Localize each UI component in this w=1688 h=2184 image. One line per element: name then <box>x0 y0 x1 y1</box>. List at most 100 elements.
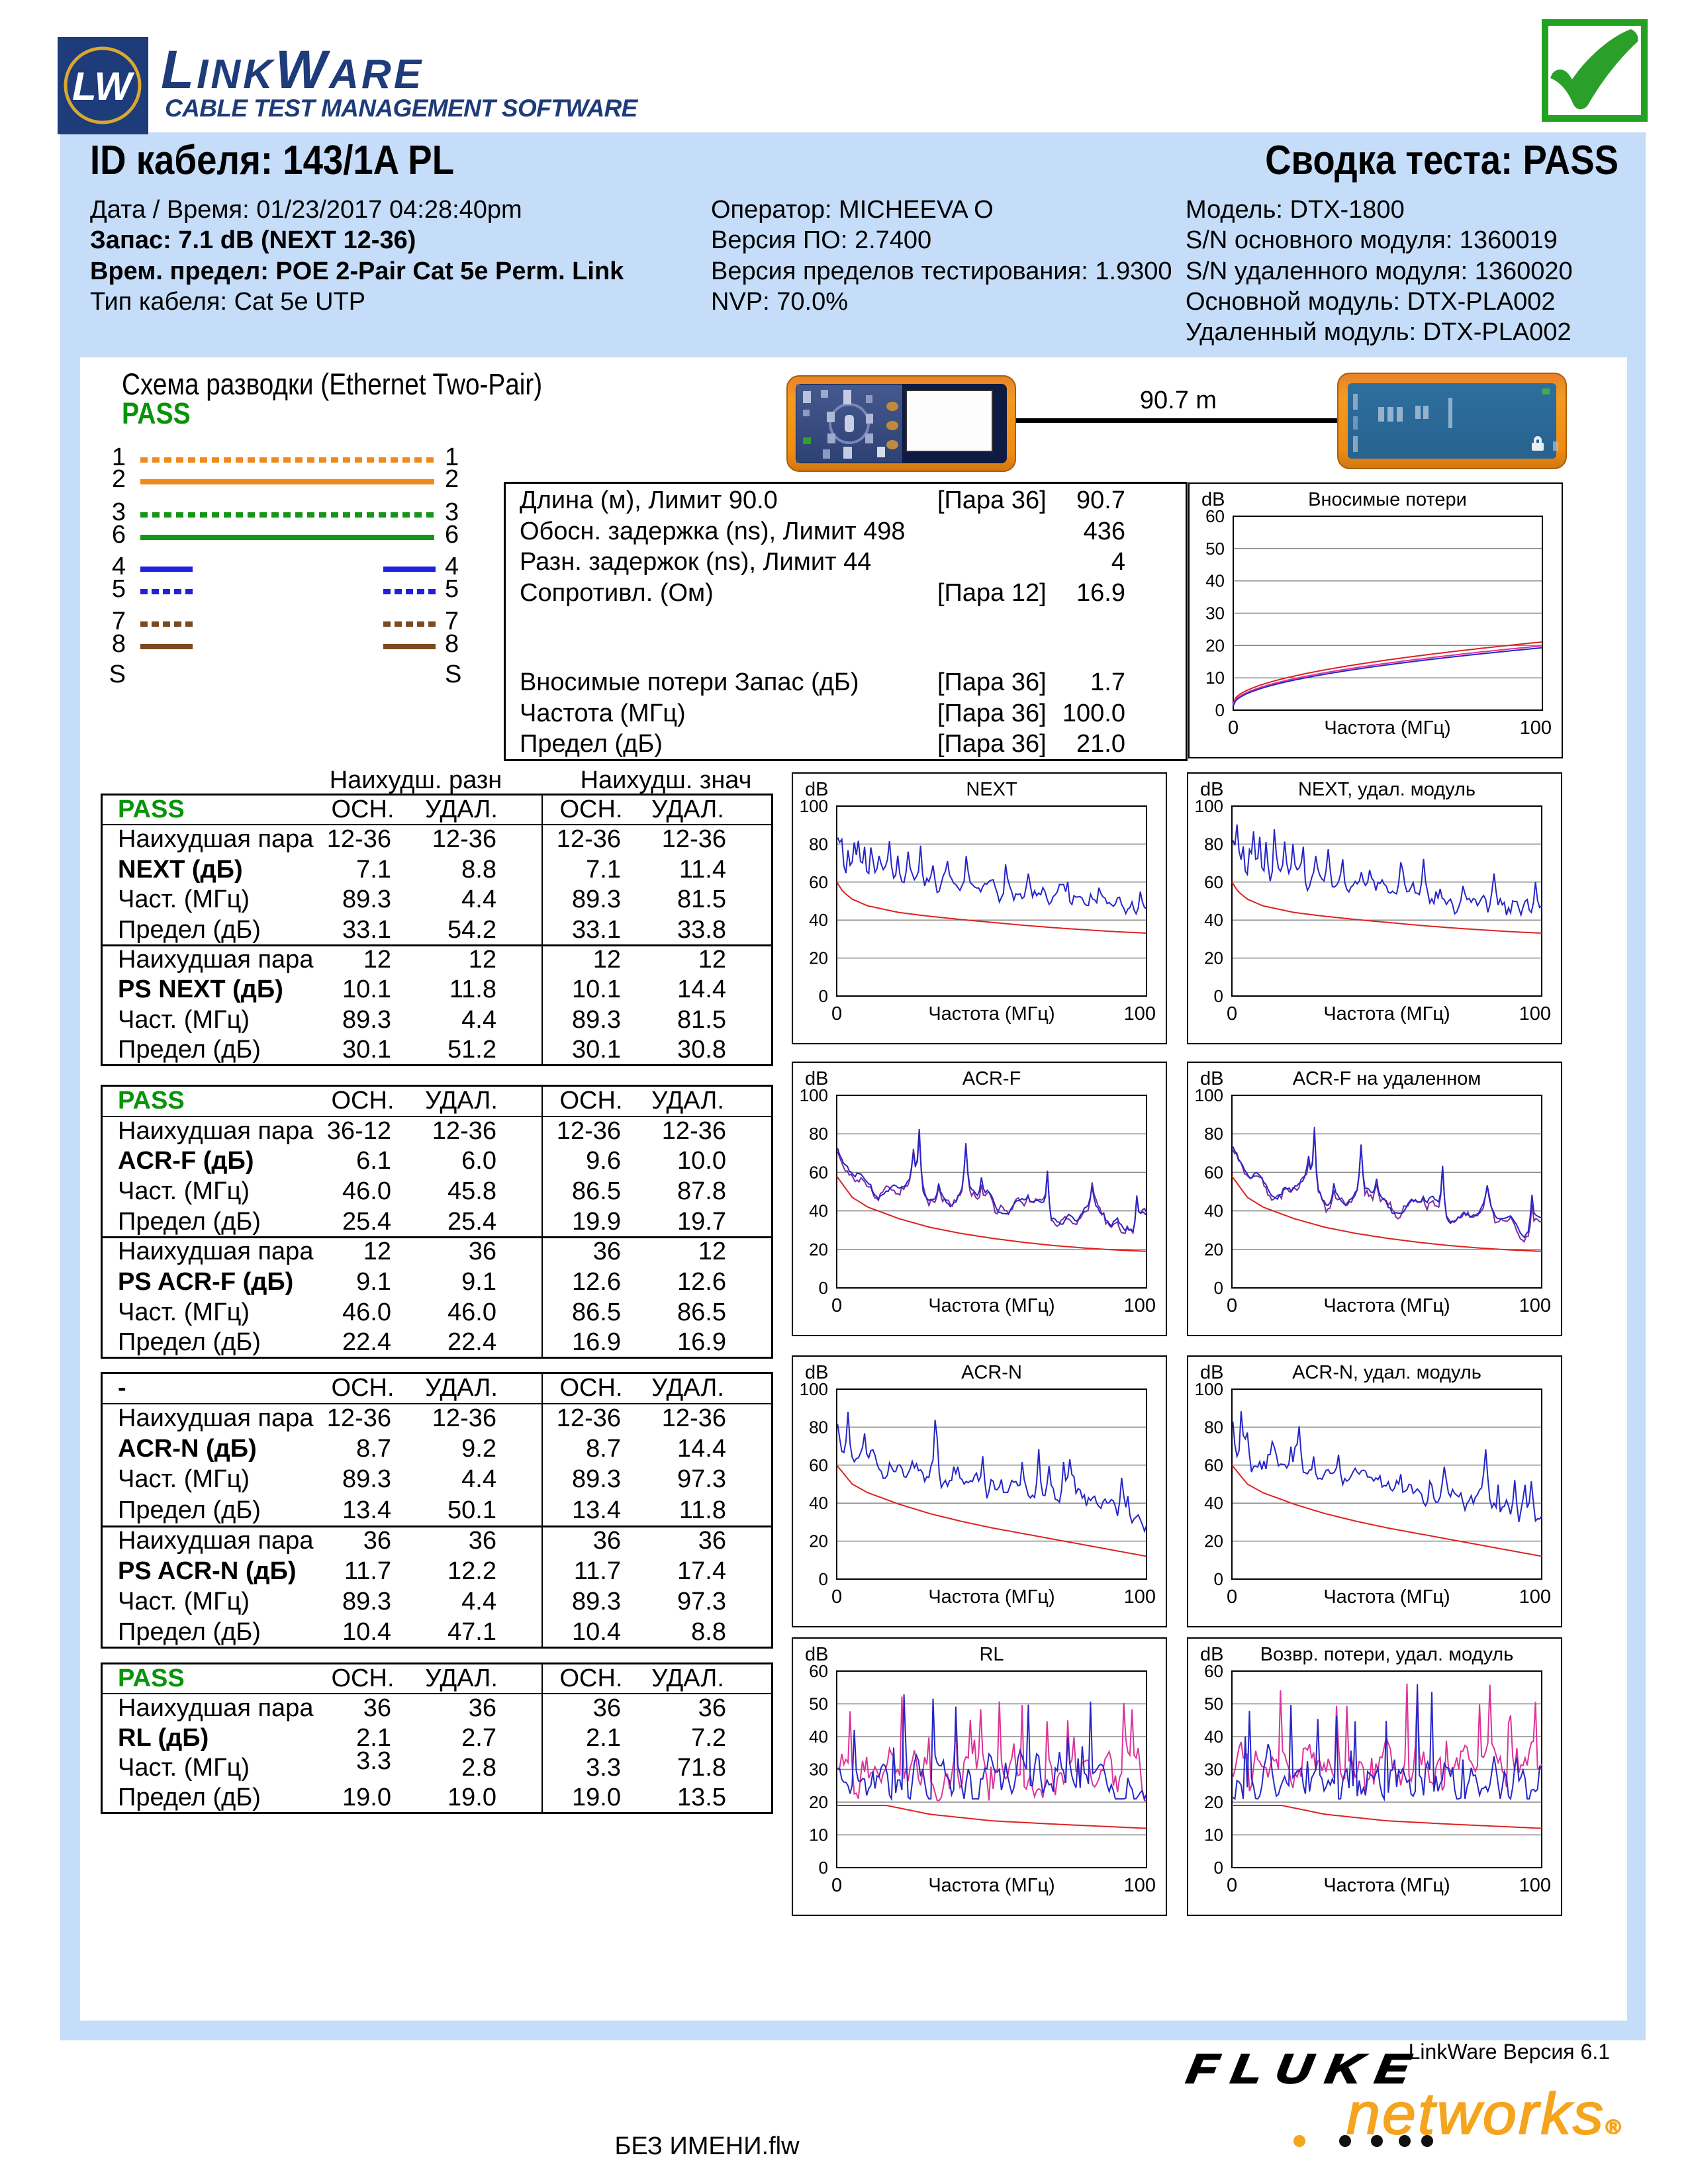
svg-text:0: 0 <box>819 1569 828 1589</box>
svg-text:dB: dB <box>1200 779 1223 800</box>
svg-text:0: 0 <box>819 1858 828 1878</box>
svg-text:0: 0 <box>819 986 828 1006</box>
svg-text:Частота (МГц): Частота (МГц) <box>1323 1586 1450 1608</box>
svg-text:10: 10 <box>1205 668 1225 688</box>
svg-text:dB: dB <box>1200 1068 1223 1089</box>
svg-text:0: 0 <box>1228 717 1239 739</box>
svg-text:40: 40 <box>809 1727 828 1747</box>
svg-text:100: 100 <box>1124 1875 1156 1896</box>
svg-text:Возвр. потери, удал. модуль: Возвр. потери, удал. модуль <box>1260 1644 1514 1665</box>
svg-text:40: 40 <box>809 1493 828 1513</box>
svg-text:20: 20 <box>809 948 828 968</box>
svg-text:60: 60 <box>1205 506 1225 526</box>
svg-text:10: 10 <box>809 1825 828 1845</box>
svg-text:60: 60 <box>1204 1455 1223 1475</box>
svg-text:40: 40 <box>1204 1727 1223 1747</box>
svg-text:60: 60 <box>809 872 828 892</box>
svg-text:100: 100 <box>1195 796 1223 816</box>
svg-text:50: 50 <box>809 1694 828 1714</box>
svg-text:Вносимые потери: Вносимые потери <box>1308 489 1467 510</box>
svg-text:Частота (МГц): Частота (МГц) <box>928 1586 1055 1608</box>
svg-text:40: 40 <box>1205 571 1225 591</box>
svg-text:Частота (МГц): Частота (МГц) <box>928 1295 1055 1316</box>
svg-text:0: 0 <box>1227 1586 1237 1608</box>
svg-text:ACR-N: ACR-N <box>961 1362 1022 1383</box>
svg-text:100: 100 <box>1519 1875 1551 1896</box>
svg-text:dB: dB <box>1200 1362 1223 1383</box>
svg-text:80: 80 <box>809 1124 828 1144</box>
svg-text:100: 100 <box>1124 1003 1156 1024</box>
svg-text:100: 100 <box>1519 1003 1551 1024</box>
svg-text:Частота (МГц): Частота (МГц) <box>1323 1295 1450 1316</box>
svg-text:80: 80 <box>1204 1124 1223 1144</box>
svg-text:30: 30 <box>809 1760 828 1780</box>
svg-text:20: 20 <box>1204 1792 1223 1812</box>
svg-text:ACR-N, удал. модуль: ACR-N, удал. модуль <box>1292 1362 1481 1383</box>
svg-text:100: 100 <box>1195 1379 1223 1399</box>
svg-text:0: 0 <box>831 1295 842 1316</box>
svg-text:50: 50 <box>1204 1694 1223 1714</box>
svg-text:Частота (МГц): Частота (МГц) <box>928 1875 1055 1896</box>
svg-text:Частота (МГц): Частота (МГц) <box>1324 717 1450 739</box>
svg-text:100: 100 <box>800 1085 828 1105</box>
svg-text:dB: dB <box>1201 489 1225 510</box>
svg-text:60: 60 <box>809 1661 828 1681</box>
svg-text:0: 0 <box>831 1003 842 1024</box>
svg-text:dB: dB <box>805 779 828 800</box>
svg-text:20: 20 <box>1204 948 1223 968</box>
svg-text:0: 0 <box>1215 700 1225 720</box>
svg-text:20: 20 <box>809 1240 828 1259</box>
svg-text:40: 40 <box>1204 1201 1223 1221</box>
svg-text:dB: dB <box>805 1644 828 1665</box>
svg-text:100: 100 <box>1195 1085 1223 1105</box>
svg-text:60: 60 <box>1204 872 1223 892</box>
svg-text:0: 0 <box>831 1586 842 1608</box>
svg-text:100: 100 <box>1519 1295 1551 1316</box>
svg-text:0: 0 <box>1214 1278 1223 1298</box>
svg-text:20: 20 <box>809 1792 828 1812</box>
svg-text:80: 80 <box>1204 834 1223 854</box>
svg-text:dB: dB <box>1200 1644 1223 1665</box>
svg-text:30: 30 <box>1204 1760 1223 1780</box>
svg-text:0: 0 <box>1214 1858 1223 1878</box>
svg-text:100: 100 <box>1124 1295 1156 1316</box>
svg-text:dB: dB <box>805 1068 828 1089</box>
svg-text:0: 0 <box>819 1278 828 1298</box>
svg-text:0: 0 <box>1214 1569 1223 1589</box>
svg-text:0: 0 <box>1214 986 1223 1006</box>
svg-text:40: 40 <box>1204 1493 1223 1513</box>
svg-text:Частота (МГц): Частота (МГц) <box>1323 1003 1450 1024</box>
svg-text:20: 20 <box>809 1531 828 1551</box>
svg-text:100: 100 <box>1520 717 1552 739</box>
svg-text:0: 0 <box>831 1875 842 1896</box>
svg-text:60: 60 <box>1204 1162 1223 1182</box>
svg-text:10: 10 <box>1204 1825 1223 1845</box>
svg-text:30: 30 <box>1205 604 1225 623</box>
svg-text:ACR-F на удаленном: ACR-F на удаленном <box>1293 1068 1481 1089</box>
svg-text:60: 60 <box>809 1162 828 1182</box>
svg-text:dB: dB <box>805 1362 828 1383</box>
svg-text:100: 100 <box>1519 1586 1551 1608</box>
svg-text:40: 40 <box>809 910 828 930</box>
svg-text:80: 80 <box>809 1417 828 1437</box>
svg-text:100: 100 <box>1124 1586 1156 1608</box>
svg-text:100: 100 <box>800 796 828 816</box>
svg-text:100: 100 <box>800 1379 828 1399</box>
svg-text:0: 0 <box>1227 1875 1237 1896</box>
svg-text:NEXT: NEXT <box>966 779 1017 800</box>
svg-text:0: 0 <box>1227 1003 1237 1024</box>
svg-text:Частота (МГц): Частота (МГц) <box>928 1003 1055 1024</box>
svg-text:Частота (МГц): Частота (МГц) <box>1323 1875 1450 1896</box>
svg-text:50: 50 <box>1205 539 1225 559</box>
svg-text:20: 20 <box>1204 1531 1223 1551</box>
svg-text:20: 20 <box>1204 1240 1223 1259</box>
svg-text:NEXT, удал. модуль: NEXT, удал. модуль <box>1298 779 1476 800</box>
svg-text:80: 80 <box>809 834 828 854</box>
svg-text:60: 60 <box>809 1455 828 1475</box>
svg-text:LW: LW <box>72 64 134 109</box>
svg-text:ACR-F: ACR-F <box>962 1068 1021 1089</box>
svg-text:80: 80 <box>1204 1417 1223 1437</box>
svg-text:0: 0 <box>1227 1295 1237 1316</box>
svg-text:20: 20 <box>1205 635 1225 655</box>
svg-text:40: 40 <box>809 1201 828 1221</box>
